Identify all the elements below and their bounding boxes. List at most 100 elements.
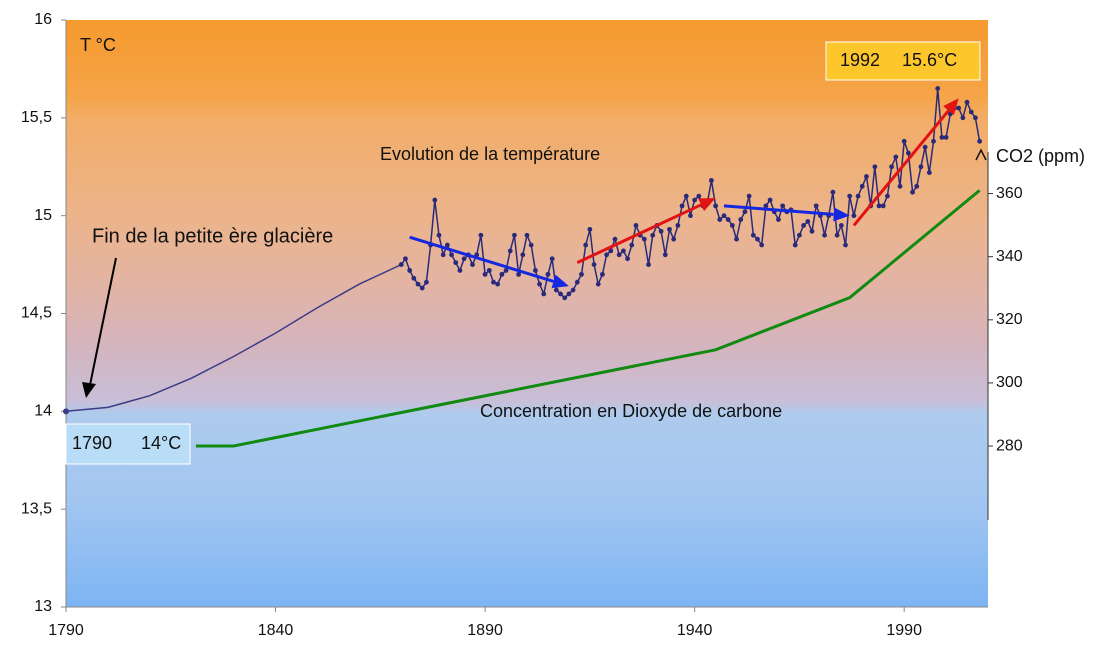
data-point — [574, 279, 580, 285]
data-point — [864, 174, 869, 179]
y2-tick-label: 320 — [996, 311, 1023, 328]
data-point — [880, 203, 886, 209]
data-point — [688, 213, 693, 219]
data-point — [859, 183, 865, 189]
data-point — [516, 271, 522, 277]
data-point — [838, 223, 844, 228]
data-point — [956, 105, 962, 111]
data-point — [570, 287, 576, 293]
y2-tick-label: 280 — [996, 437, 1023, 454]
data-point — [453, 260, 459, 266]
data-point — [562, 295, 568, 301]
data-point — [755, 236, 760, 242]
data-point — [905, 150, 911, 156]
series-line — [195, 189, 981, 448]
data-point — [801, 223, 806, 228]
annotation: Evolution de la température — [380, 144, 600, 164]
data-point — [696, 193, 702, 199]
data-point — [633, 223, 639, 228]
data-point — [541, 291, 547, 297]
trend-arrow — [852, 109, 950, 227]
trend-arrow — [576, 203, 702, 264]
pointer-arrow-head — [82, 382, 96, 398]
data-point — [876, 203, 882, 209]
data-point — [939, 135, 945, 140]
data-point — [411, 275, 417, 281]
data-point — [943, 135, 949, 140]
y-tick-label: 16 — [34, 11, 52, 28]
y-tick-label: 14 — [34, 403, 52, 420]
data-point — [583, 242, 589, 248]
data-point — [977, 138, 983, 144]
data-point — [780, 203, 786, 209]
y2-axis-label: CO2 (ppm) — [996, 146, 1085, 166]
data-point — [616, 252, 622, 258]
data-point — [746, 193, 752, 199]
data-point — [759, 242, 765, 248]
data-point — [457, 268, 463, 273]
y-tick-label: 13,5 — [21, 500, 52, 517]
data-point — [403, 256, 408, 262]
annotation: 1992 — [840, 50, 880, 70]
x-tick-label: 1790 — [48, 622, 84, 639]
y-tick-label: 14,5 — [21, 305, 52, 322]
data-point — [717, 217, 723, 222]
data-point — [729, 223, 735, 228]
data-point — [658, 228, 664, 234]
data-point — [843, 242, 848, 248]
data-point — [776, 217, 781, 222]
trend-arrow — [723, 204, 834, 216]
annotation: 14°C — [141, 433, 181, 453]
annotation: 1790 — [72, 433, 112, 453]
data-point — [600, 271, 605, 277]
trend-arrow-head — [551, 274, 569, 289]
data-point — [537, 281, 542, 287]
series-line — [65, 263, 402, 413]
data-point — [813, 203, 819, 209]
data-point — [604, 252, 610, 258]
data-point — [935, 86, 941, 91]
data-point — [931, 138, 936, 144]
data-point — [432, 197, 438, 203]
y2-tick-label: 340 — [996, 248, 1023, 265]
data-point — [792, 242, 798, 248]
annotation: Fin de la petite ère glacière — [92, 225, 333, 247]
data-point — [491, 279, 496, 285]
data-point — [683, 193, 689, 199]
data-point — [407, 268, 413, 273]
y2-tick-label: 360 — [996, 185, 1023, 202]
data-point — [449, 252, 454, 258]
data-point — [608, 248, 614, 254]
data-point — [650, 232, 656, 238]
pointer-arrow — [89, 257, 117, 386]
data-point — [679, 203, 685, 209]
data-point — [797, 232, 802, 238]
data-point — [629, 242, 635, 248]
data-point — [503, 268, 509, 273]
data-point — [897, 183, 903, 189]
data-point — [893, 154, 899, 160]
data-point — [885, 193, 890, 199]
data-point — [512, 232, 517, 238]
data-point — [914, 183, 920, 189]
data-point — [964, 99, 970, 105]
x-tick-label: 1890 — [467, 622, 503, 639]
plot-background — [66, 20, 988, 607]
data-point — [855, 193, 861, 199]
data-point — [587, 226, 593, 232]
data-point — [662, 252, 668, 258]
data-point — [734, 236, 739, 242]
data-point — [847, 193, 853, 199]
data-point — [553, 287, 559, 293]
data-point — [851, 213, 857, 219]
data-point — [444, 242, 450, 248]
data-point — [440, 252, 446, 258]
data-point — [767, 197, 773, 203]
data-point — [524, 232, 530, 238]
data-point — [671, 236, 677, 242]
data-point — [499, 271, 505, 277]
data-point — [549, 256, 555, 262]
trend-arrow-head — [698, 198, 716, 212]
y2-tick-label: 300 — [996, 374, 1023, 391]
